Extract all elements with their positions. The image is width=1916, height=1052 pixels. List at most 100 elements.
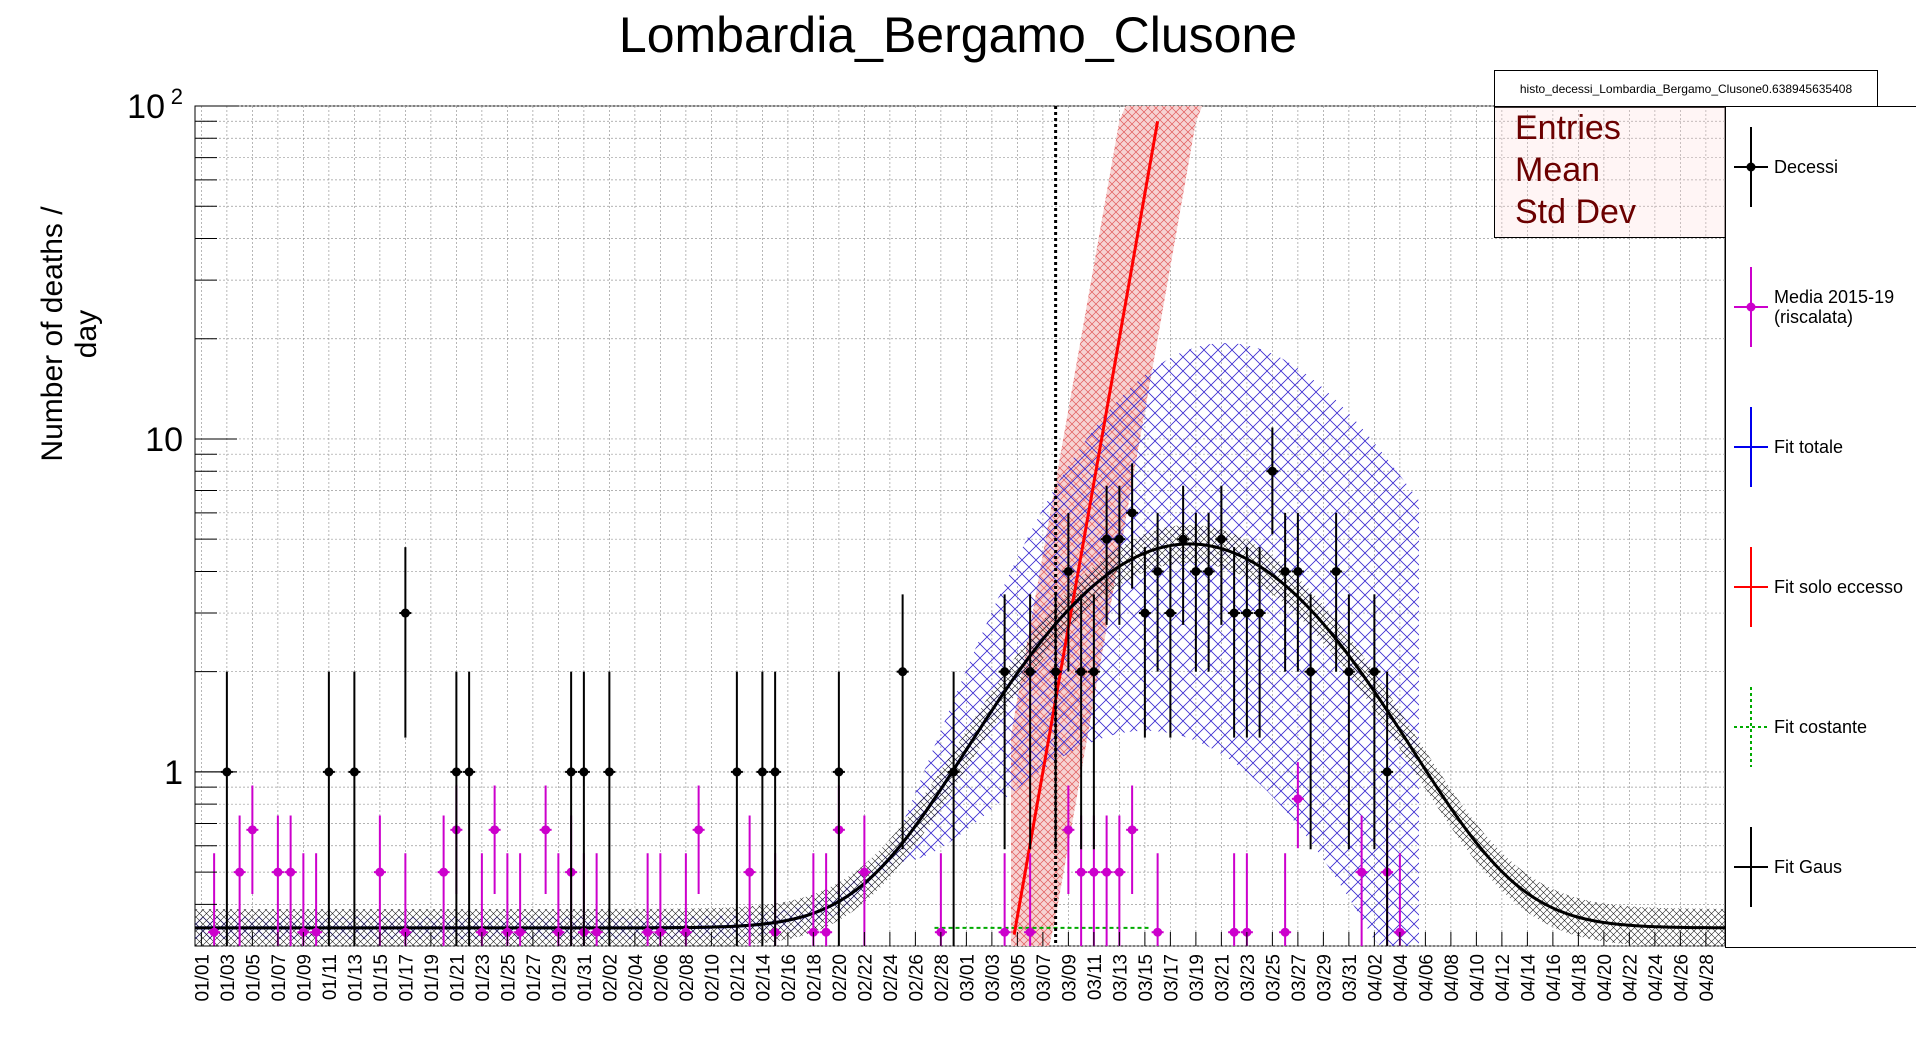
- decessi-point-marker: [1191, 566, 1201, 576]
- stat-stddev: Std Dev: [1515, 193, 1636, 231]
- legend-item: Media 2015-19 (riscalata): [1726, 247, 1916, 367]
- x-tick-label: 02/06: [651, 954, 672, 1002]
- decessi-point-marker: [1089, 667, 1099, 677]
- x-tick-label: 03/03: [983, 954, 1004, 1002]
- x-tick-label: 01/15: [371, 954, 392, 1002]
- x-tick-label: 01/27: [524, 954, 545, 1002]
- media-point-marker: [515, 927, 525, 937]
- x-tick-label: 03/27: [1289, 954, 1310, 1002]
- grid-lines: [194, 105, 1726, 947]
- decessi-point-marker: [1025, 667, 1035, 677]
- decessi-point-marker: [770, 767, 780, 777]
- x-tick-label: 01/01: [192, 954, 213, 1002]
- media-point-marker: [821, 927, 831, 937]
- x-tick-label: 02/24: [881, 954, 902, 1002]
- fit-totale-band: [195, 343, 1419, 946]
- legend-item: Fit Gaus: [1726, 807, 1916, 927]
- x-tick-label: 03/17: [1161, 954, 1182, 1002]
- x-tick-label: 04/12: [1493, 954, 1514, 1002]
- media-point-marker: [375, 867, 385, 877]
- legend-label-line2: (riscalata): [1774, 307, 1854, 327]
- x-tick-label: 03/15: [1136, 954, 1157, 1002]
- decessi-point-marker: [949, 767, 959, 777]
- media-point-marker: [273, 867, 283, 877]
- x-tick-label: 04/04: [1391, 954, 1412, 1002]
- media-point-marker: [439, 867, 449, 877]
- legend-item: Decessi: [1726, 107, 1916, 227]
- y-tick-label: 10: [127, 88, 165, 126]
- x-tick-label: 01/03: [218, 954, 239, 1002]
- x-tick-label: 04/14: [1518, 954, 1539, 1002]
- legend-symbol: [1734, 547, 1768, 627]
- decessi-point-marker: [1242, 608, 1252, 618]
- decessi-point-marker: [1114, 534, 1124, 544]
- fit-bands: [195, 106, 1725, 946]
- media-point-marker: [209, 927, 219, 937]
- decessi-point-marker: [1000, 667, 1010, 677]
- legend-label: Fit solo eccesso: [1774, 577, 1904, 597]
- x-tick-label: 01/31: [575, 954, 596, 1002]
- x-tick-label: 04/08: [1442, 954, 1463, 1002]
- media-point-marker: [1357, 867, 1367, 877]
- legend-label: Fit Gaus: [1774, 857, 1843, 877]
- stat-box-title: histo_decessi_Lombardia_Bergamo_Clusone0…: [1494, 70, 1878, 108]
- x-tick-label: 02/28: [932, 954, 953, 1002]
- decessi-point-marker: [1063, 566, 1073, 576]
- x-tick-label: 01/11: [320, 954, 341, 1000]
- legend-symbol: [1734, 827, 1768, 907]
- legend-symbol: [1734, 687, 1768, 767]
- media-point-marker: [1114, 867, 1124, 877]
- media-point-marker: [1153, 927, 1163, 937]
- x-tick-label: 04/10: [1467, 954, 1488, 1002]
- media-point-marker: [311, 927, 321, 937]
- x-tick-label: 02/04: [626, 954, 647, 1002]
- decessi-point-marker: [1204, 566, 1214, 576]
- media-point-marker: [247, 825, 257, 835]
- x-tick-label: 03/23: [1238, 954, 1259, 1002]
- legend-label: Fit totale: [1774, 437, 1844, 457]
- stat-mean: Mean: [1515, 151, 1601, 189]
- x-tick-label: 04/02: [1365, 954, 1386, 1002]
- decessi-point-marker: [1369, 667, 1379, 677]
- decessi-point-marker: [732, 767, 742, 777]
- media-point-marker: [1229, 927, 1239, 937]
- legend-item: Fit costante: [1726, 667, 1916, 787]
- media-point-marker: [1127, 825, 1137, 835]
- x-tick-label: 03/01: [957, 954, 978, 1002]
- x-tick-label: 03/25: [1263, 954, 1284, 1002]
- x-tick-label: 01/07: [269, 954, 290, 1002]
- media-point-marker: [859, 867, 869, 877]
- legend-label: Media 2015-19: [1774, 287, 1895, 307]
- x-tick-label: 02/16: [779, 954, 800, 1002]
- decessi-point-marker: [579, 767, 589, 777]
- stat-entries: Entries: [1515, 109, 1621, 147]
- x-tick-label: 02/18: [804, 954, 825, 1002]
- x-tick-label: 01/23: [473, 954, 494, 1002]
- x-tick-label: 02/08: [677, 954, 698, 1002]
- x-tick-label: 03/13: [1110, 954, 1131, 1002]
- legend-symbol: [1734, 267, 1768, 347]
- x-tick-label: 04/26: [1671, 954, 1692, 1002]
- x-tick-label: 04/28: [1697, 954, 1718, 1002]
- decessi-point-marker: [898, 667, 908, 677]
- media-point-marker: [1000, 927, 1010, 937]
- x-tick-label: 01/19: [422, 954, 443, 1002]
- x-tick-label: 01/13: [345, 954, 366, 1002]
- decessi-point-marker: [1127, 508, 1137, 518]
- decessi-point-marker: [1331, 566, 1341, 576]
- decessi-point-marker: [834, 767, 844, 777]
- media-point-marker: [1063, 825, 1073, 835]
- x-tick-label: 04/06: [1416, 954, 1437, 1002]
- x-tick-label: 03/29: [1314, 954, 1335, 1002]
- x-tick-label: 04/18: [1569, 954, 1590, 1002]
- data-points: [208, 427, 1406, 946]
- x-tick-label: 02/26: [906, 954, 927, 1002]
- media-point-marker: [592, 927, 602, 937]
- decessi-point-marker: [451, 767, 461, 777]
- x-tick-label: 03/19: [1187, 954, 1208, 1002]
- media-point-marker: [235, 867, 245, 877]
- fit-curves: [195, 106, 1725, 946]
- chart-title: Lombardia_Bergamo_Clusone: [618, 7, 1298, 63]
